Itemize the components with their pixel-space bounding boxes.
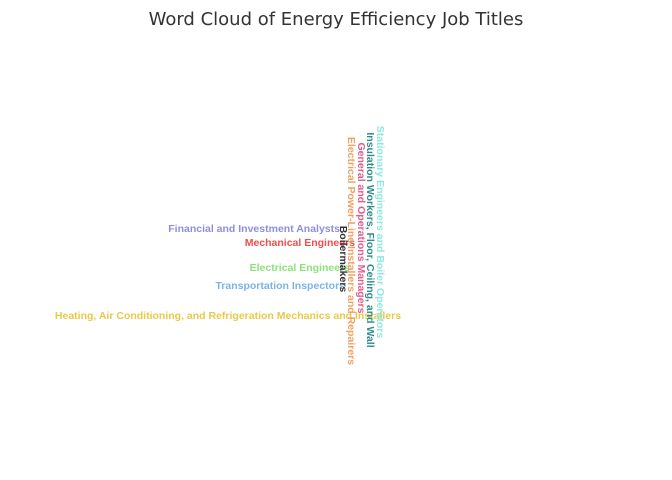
word-2: Electrical Engineers <box>250 262 351 274</box>
word-6: Insulation Workers, Floor, Ceiling, and … <box>364 132 376 347</box>
word-3: Transportation Inspectors <box>215 280 345 292</box>
word-8: Electrical Power-Line Installers and Rep… <box>345 137 357 365</box>
word-0: Financial and Investment Analysts <box>168 223 340 235</box>
word-9: Boilermakers <box>337 226 349 293</box>
word-5: Stationary Engineers and Boiler Operator… <box>374 126 386 339</box>
word-7: General and Operations Managers <box>355 143 367 314</box>
word-cloud-words: Financial and Investment Analysts Mechani… <box>55 126 401 365</box>
chart-title: Word Cloud of Energy Efficiency Job Titl… <box>149 9 524 30</box>
word-4: Heating, Air Conditioning, and Refrigera… <box>55 310 401 322</box>
word-1: Mechanical Engineers <box>245 237 355 249</box>
